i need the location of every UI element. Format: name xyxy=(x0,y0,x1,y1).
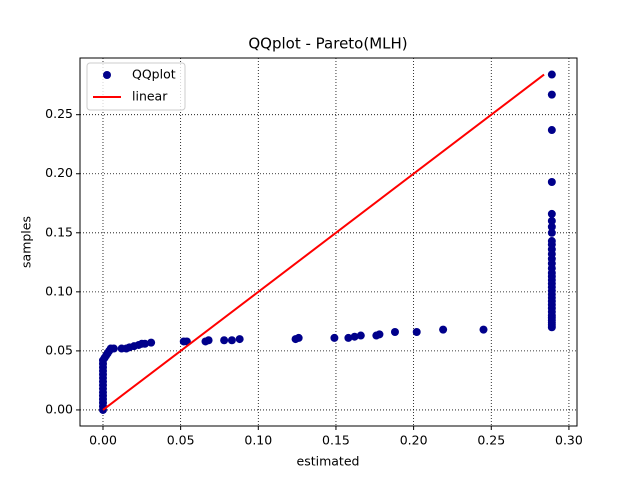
legend-swatch xyxy=(103,71,111,79)
chart-title: QQplot - Pareto(MLH) xyxy=(248,35,407,53)
point xyxy=(479,325,488,334)
legend-label: QQplot xyxy=(132,67,176,82)
point xyxy=(344,333,353,342)
y-tick-label: 0.10 xyxy=(45,283,73,298)
point xyxy=(547,209,556,218)
point xyxy=(547,70,556,79)
y-tick-label: 0.15 xyxy=(45,224,73,239)
x-tick-label: 0.30 xyxy=(555,433,583,448)
y-tick-label: 0.20 xyxy=(45,165,73,180)
point xyxy=(147,338,156,347)
point xyxy=(547,228,556,237)
x-tick-label: 0.00 xyxy=(89,433,117,448)
point xyxy=(547,222,556,231)
x-tick-label: 0.05 xyxy=(167,433,195,448)
point xyxy=(439,325,448,334)
x-tick-label: 0.15 xyxy=(322,433,350,448)
point xyxy=(547,216,556,225)
x-tick-label: 0.20 xyxy=(400,433,428,448)
line xyxy=(102,73,545,411)
point xyxy=(412,327,421,336)
point xyxy=(109,344,118,353)
point xyxy=(220,336,229,345)
point xyxy=(375,330,384,339)
plot-frame xyxy=(79,57,578,427)
point xyxy=(350,332,359,341)
x-axis-label: estimated xyxy=(297,454,360,469)
y-tick-label: 0.05 xyxy=(45,342,73,357)
point xyxy=(235,335,244,344)
legend-box xyxy=(86,62,186,111)
x-tick-label: 0.25 xyxy=(477,433,505,448)
point xyxy=(547,237,556,246)
point xyxy=(330,333,339,342)
y-tick-label: 0.25 xyxy=(45,106,73,121)
y-axis-label: samples xyxy=(19,216,34,268)
point xyxy=(390,327,399,336)
point xyxy=(227,336,236,345)
point xyxy=(547,178,556,187)
point xyxy=(140,339,149,348)
legend-label: linear xyxy=(132,89,168,104)
point xyxy=(204,336,213,345)
point xyxy=(356,331,365,340)
point xyxy=(547,126,556,135)
y-tick-label: 0.00 xyxy=(45,401,73,416)
point xyxy=(547,90,556,99)
x-tick-label: 0.10 xyxy=(244,433,272,448)
point xyxy=(294,333,303,342)
